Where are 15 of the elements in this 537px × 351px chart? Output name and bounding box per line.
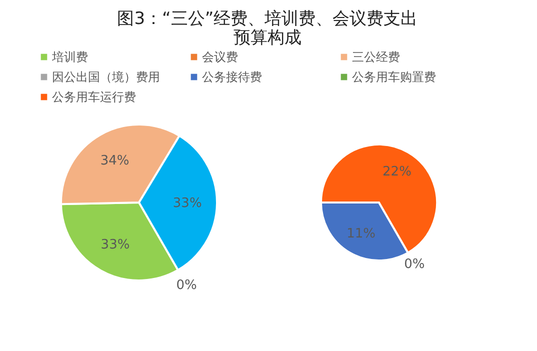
legend-label: 会议费 bbox=[202, 50, 238, 64]
data-label: 34% bbox=[100, 154, 130, 169]
data-label: 33% bbox=[100, 238, 130, 253]
data-label: 11% bbox=[346, 226, 376, 242]
chart-title: 图3：“三公”经费、培训费、会议费支出预算构成 bbox=[117, 9, 418, 48]
legend-label: 公务用车运行费 bbox=[52, 90, 136, 104]
text: 0% bbox=[404, 256, 425, 272]
legend-label: 公务接待费 bbox=[202, 70, 262, 84]
legend-label: 因公出国（境）费用 bbox=[52, 70, 160, 84]
text: 0% bbox=[176, 278, 197, 293]
data-label: 33% bbox=[172, 196, 202, 212]
legend-label: 公务用车购置费 bbox=[352, 70, 436, 84]
legend-label: 培训费 bbox=[51, 50, 88, 64]
data-label: 22% bbox=[382, 164, 412, 180]
legend-label: 三公经费 bbox=[352, 50, 400, 64]
